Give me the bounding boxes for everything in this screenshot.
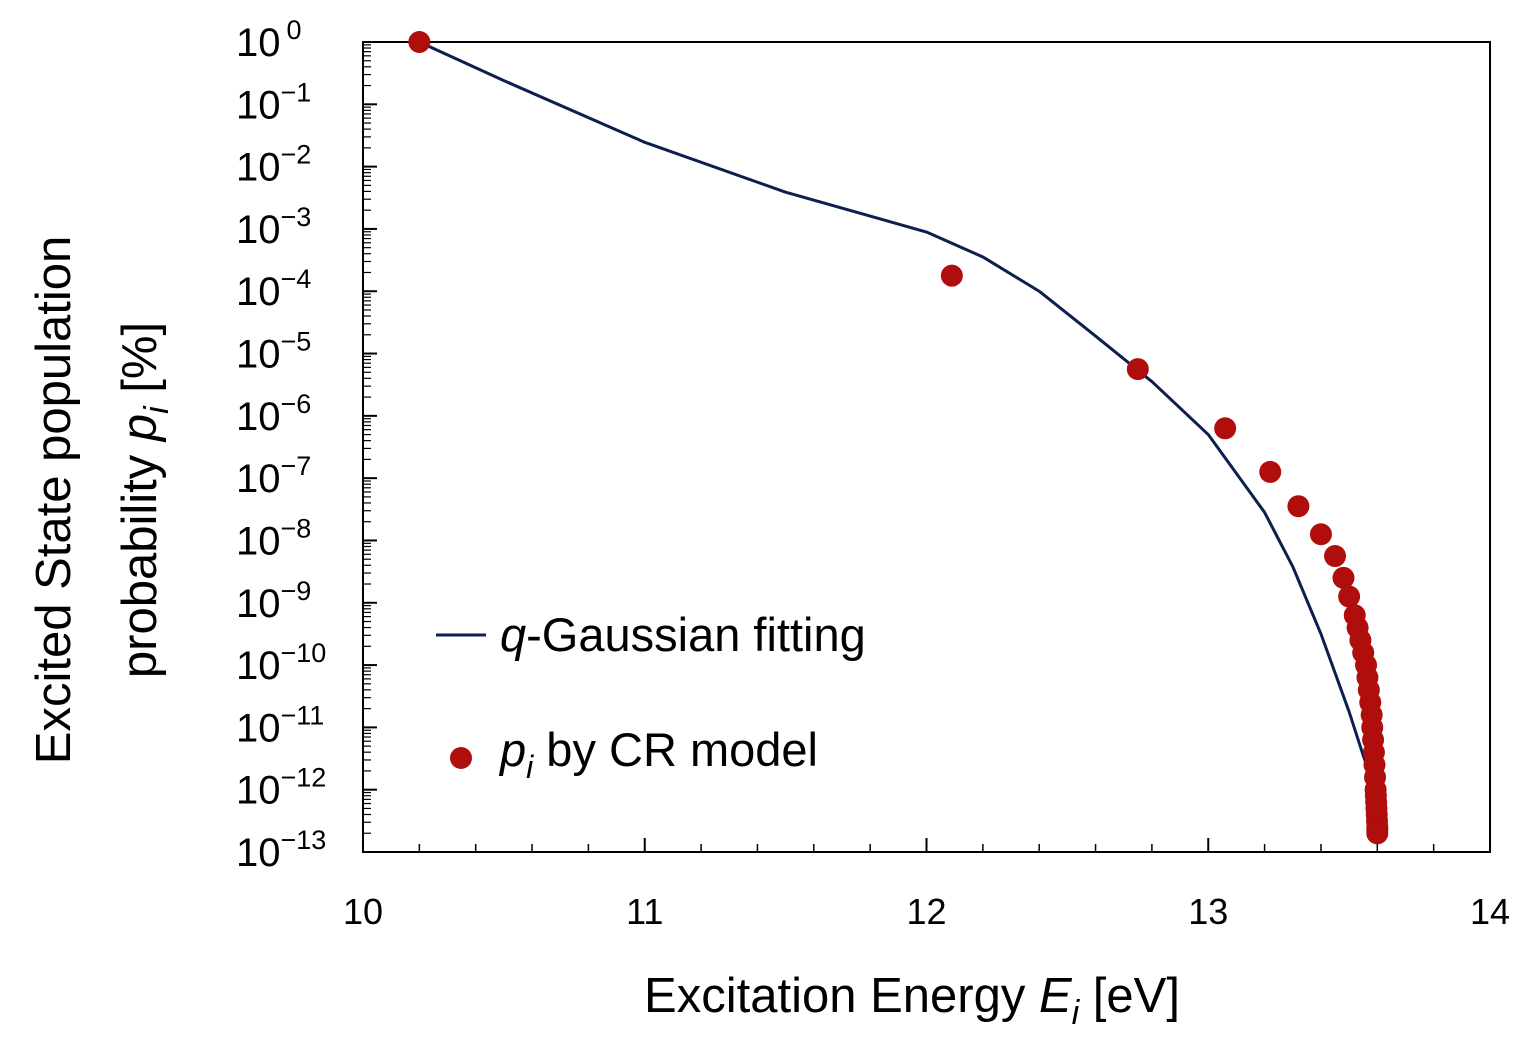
series-layer (408, 31, 1389, 845)
y-axis-title-line1: Excited State population (27, 236, 81, 764)
y-tick-label: 10−8 (236, 513, 311, 563)
y-tick-label: 10−3 (236, 202, 311, 252)
y-axis-title-line2-suffix: [%] (113, 322, 167, 406)
y-tick-label: 10−5 (236, 327, 311, 377)
y-tick-label: 10 0 (236, 15, 302, 65)
data-point (1126, 358, 1149, 381)
y-tick-label: 10−10 (236, 638, 326, 688)
data-point (1287, 495, 1310, 518)
y-tick-label: 10−6 (236, 389, 311, 439)
legend-marker-swatch (450, 747, 472, 769)
legend: q-Gaussian fitting pi by CR model (436, 608, 866, 785)
x-axis-title-sub: i (1072, 994, 1081, 1032)
y-tick-label: 10−9 (236, 576, 311, 626)
data-point (1214, 417, 1237, 440)
data-point (1332, 566, 1355, 589)
y-tick-label: 10−12 (236, 763, 326, 813)
y-axis-title-line2-var: p (113, 414, 167, 443)
fit-curve-line (418, 40, 1379, 797)
data-point (1259, 460, 1282, 483)
data-point (1338, 585, 1361, 608)
data-point (1324, 545, 1347, 568)
legend-line-label-var: q (500, 608, 526, 661)
x-axis-title-suffix: [eV] (1079, 969, 1180, 1023)
y-axis-title-line2: probability pi [%] (113, 322, 176, 678)
legend-line-label-rest: -Gaussian fitting (526, 608, 866, 661)
y-tick-label: 10−11 (236, 700, 324, 750)
x-axis-title-prefix: Excitation Energy (644, 969, 1039, 1023)
data-point (1309, 523, 1332, 546)
y-tick-labels: 10 0 10−1 10−2 10−3 10−4 10−5 10−6 10−7 10−8 10−9 1… (236, 15, 326, 875)
y-tick-label: 10−13 (236, 825, 326, 875)
x-tick-labels: 10 11 12 13 14 (343, 891, 1510, 932)
y-tick-label: 10−1 (236, 77, 311, 127)
x-tick-label: 13 (1188, 891, 1228, 932)
y-tick-label: 10−7 (236, 451, 311, 501)
legend-marker-label: pi by CR model (498, 723, 818, 785)
x-tick-label: 10 (343, 891, 383, 932)
y-axis-title-line2-sub: i (138, 405, 176, 414)
legend-line-label: q-Gaussian fitting (500, 608, 866, 661)
legend-marker-label-var: p (498, 723, 526, 776)
legend-marker-label-rest: by CR model (533, 723, 818, 776)
data-point (1366, 822, 1389, 845)
y-axis-title-2: probability pi [%] (113, 322, 176, 678)
y-tick-label: 10−4 (236, 264, 311, 314)
data-point (940, 264, 963, 287)
x-axis-title: Excitation Energy Ei [eV] (644, 969, 1180, 1032)
x-tick-label: 12 (906, 891, 946, 932)
x-axis-title-var: E (1039, 969, 1073, 1023)
major-ticks (362, 41, 1491, 853)
x-tick-label: 11 (626, 891, 663, 932)
legend-marker-label-sub: i (526, 749, 534, 785)
y-tick-label: 10−2 (236, 140, 311, 190)
y-axis-title: Excited State population (27, 236, 81, 764)
data-point (408, 31, 431, 53)
y-axis-title-line2-prefix: probability (113, 441, 167, 678)
minor-ticks (363, 44, 1435, 852)
x-tick-label: 14 (1470, 891, 1510, 932)
